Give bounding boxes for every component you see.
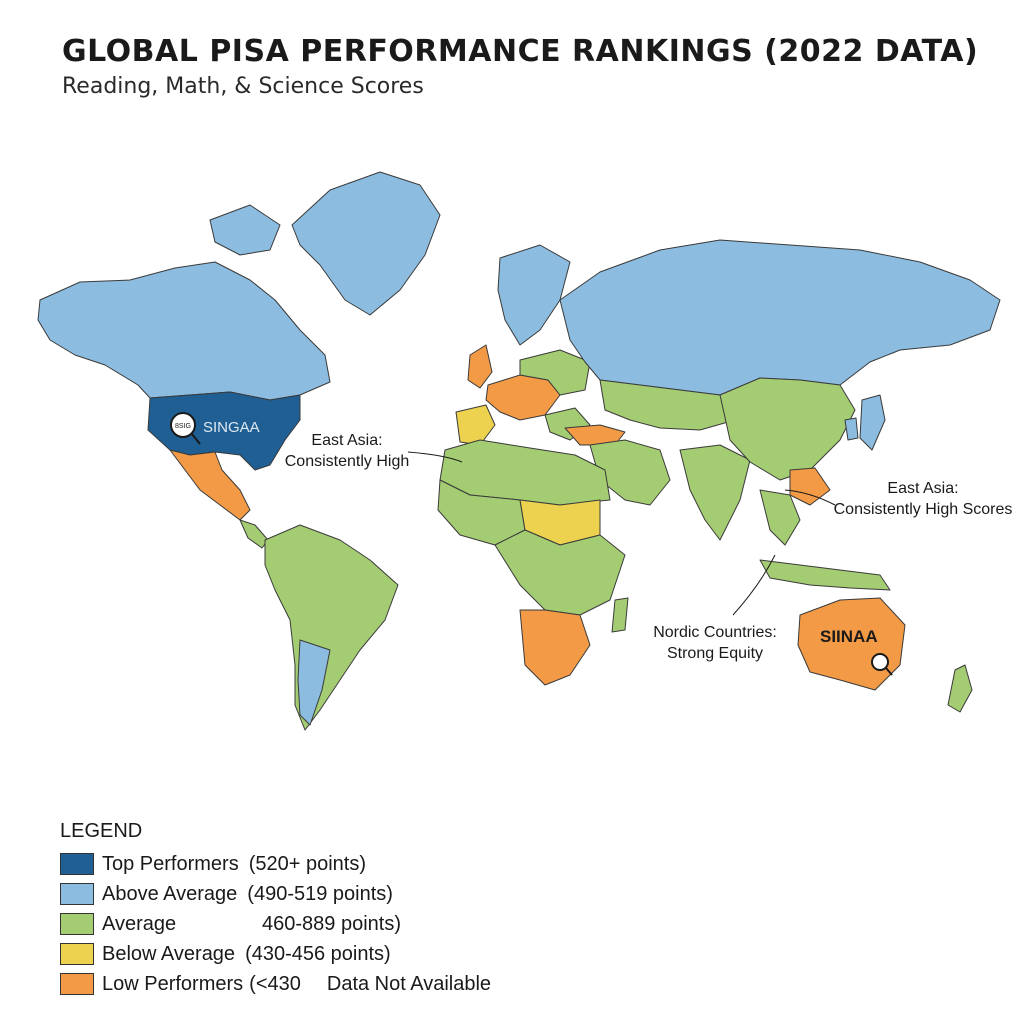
map-subtitle: Reading, Math, & Science Scores (62, 74, 424, 99)
legend-swatch (60, 883, 94, 905)
usa-badge-text: 8SIG (175, 423, 191, 430)
world-map: 8SIG SINGAA SIINAA (37, 171, 1001, 731)
legend-item-average: Average 460-889 points) (60, 912, 401, 936)
annotation-east-asia-right: East Asia: Consistently High Scores (833, 480, 1013, 518)
legend-title: LEGEND (60, 820, 143, 842)
legend-swatch (60, 853, 94, 875)
magnifier-icon (170, 412, 201, 445)
region-japan (859, 394, 886, 451)
region-indonesia (759, 559, 891, 591)
legend-item-above: Above Average (490-519 points) (60, 882, 393, 906)
region-turkey (564, 424, 626, 446)
region-madagascar (611, 597, 629, 633)
magnifier-icon (871, 653, 893, 676)
legend-swatch (60, 913, 94, 935)
annotation-east-asia-left: East Asia: Consistently High (284, 432, 410, 470)
legend-item-low: Low Performers (<430 Data Not Available (60, 972, 491, 996)
legend-item-below: Below Average (430-456 points) (60, 942, 391, 966)
annotation-leaders (407, 451, 836, 616)
region-southeast-asia (759, 489, 801, 546)
region-russia (559, 239, 1001, 396)
region-korea (844, 417, 859, 441)
region-scandinavia (497, 244, 571, 346)
region-canada (37, 261, 331, 401)
region-new-zealand (947, 664, 973, 713)
region-mexico (169, 449, 251, 521)
region-central-asia (599, 379, 736, 431)
region-india (679, 444, 751, 541)
region-china (719, 377, 856, 481)
region-central-africa (494, 529, 626, 616)
legend-swatch (60, 973, 94, 995)
region-southern-africa (519, 609, 591, 686)
region-greenland (291, 171, 441, 316)
usa-label: SINGAA (203, 419, 260, 436)
region-uk (467, 344, 493, 389)
region-central-america (239, 519, 269, 549)
region-south-america (264, 524, 399, 731)
legend-item-top: Top Performers (520+ points) (60, 852, 366, 876)
legend-swatch (60, 943, 94, 965)
australia-label: SIINAA (820, 627, 878, 646)
region-central-europe (519, 349, 591, 396)
region-chile-argentina (297, 639, 331, 726)
region-iberia (455, 404, 496, 446)
annotation-nordic: Nordic Countries: Strong Equity (653, 624, 777, 662)
region-arctic-islands (209, 204, 281, 256)
map-title: GLOBAL PISA PERFORMANCE RANKINGS (2022 D… (62, 34, 979, 69)
